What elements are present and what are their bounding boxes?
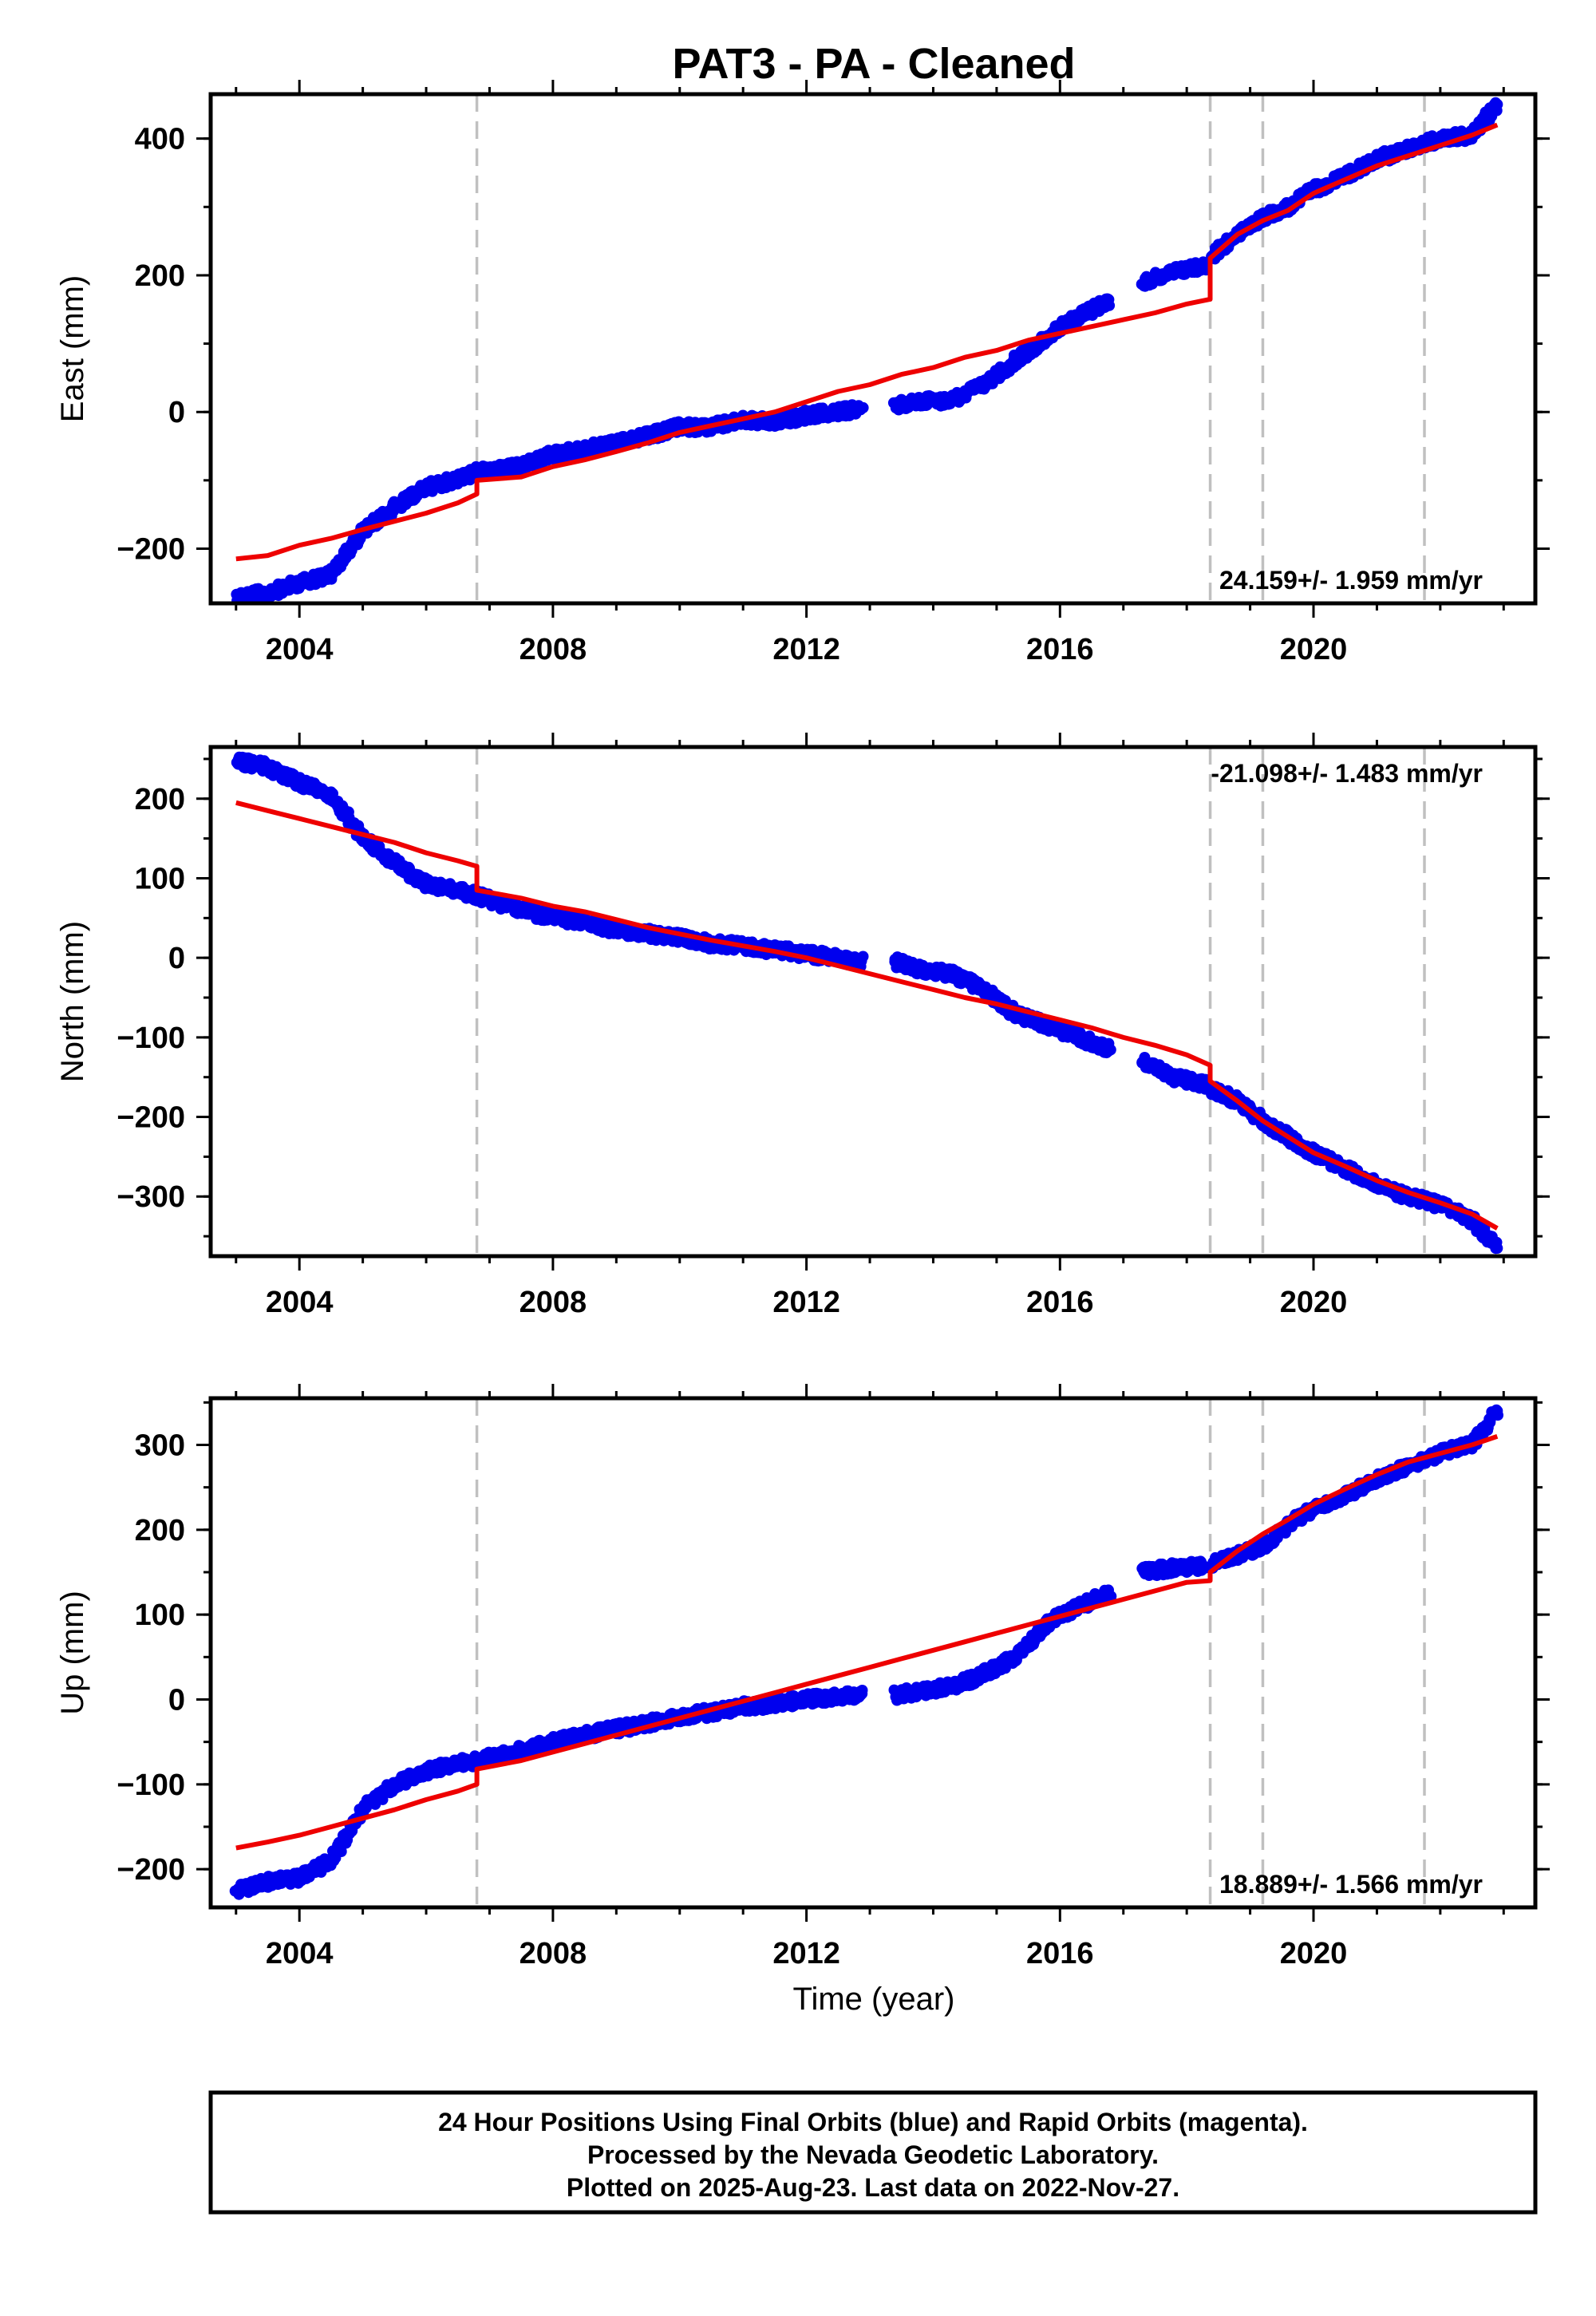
north-x-tick-label: 2012 [772, 1286, 840, 1319]
north-y-tick-label: −100 [117, 1022, 185, 1055]
east-plot-area [231, 97, 1503, 603]
north-plot-area [231, 751, 1503, 1255]
north-y-tick-label: 0 [168, 942, 185, 975]
north-data-point [1104, 1044, 1116, 1056]
north-data-point [856, 951, 868, 963]
east-x-tick-label: 2008 [519, 633, 587, 666]
east-data-point [857, 401, 869, 413]
east-model-line [235, 122, 1499, 562]
east-y-tick-label: −200 [117, 532, 185, 566]
north-velocity-label: -21.098+/- 1.483 mm/yr [1211, 759, 1483, 788]
east-y-tick-label: 400 [135, 123, 185, 156]
north-final-orbit-points [231, 751, 1503, 1255]
north-x-tick-label: 2008 [519, 1286, 587, 1319]
east-x-tick-label: 2016 [1026, 633, 1094, 666]
figure-title: PAT3 - PA - Cleaned [672, 40, 1075, 88]
up-data-point [856, 1688, 868, 1700]
east-final-orbit-points [231, 97, 1503, 603]
east-velocity-label: 24.159+/- 1.959 mm/yr [1219, 566, 1483, 595]
north-x-tick-label: 2016 [1026, 1286, 1094, 1319]
east-y-axis-label: East (mm) [55, 275, 90, 422]
up-panel: 2004 2008 2012 2016 2020−200−1000100200300Up… [55, 1384, 1550, 1970]
north-model-line [235, 800, 1499, 1231]
north-y-tick-label: −200 [117, 1101, 185, 1135]
east-x-tick-label: 2020 [1280, 633, 1348, 666]
north-y-tick-label: −300 [117, 1180, 185, 1214]
north-panel: 2004 2008 2012 2016 2020 −300 −200 −100 0 100 200 N… [55, 733, 1550, 1319]
east-y-tick-label: 200 [135, 259, 185, 293]
up-data-point [1105, 1591, 1117, 1603]
east-x-tick-label: 2012 [772, 633, 840, 666]
east-data-point [1491, 98, 1503, 110]
north-y-tick-label: 200 [135, 783, 185, 816]
north-frame [208, 745, 1538, 1259]
east-x-tick-label: 2004 [266, 633, 334, 666]
north-y-axis-label: North (mm) [55, 921, 90, 1082]
east-data-point [1103, 294, 1115, 306]
east-panel: 2004 2008 2012 2016 2020 −200 0 200 400 East (mm)… [55, 80, 1550, 666]
north-x-tick-label: 2020 [1280, 1286, 1348, 1319]
north-data-point [1491, 1243, 1503, 1255]
north-x-tick-label: 2004 [266, 1286, 334, 1319]
east-frame [208, 92, 1538, 606]
up-plot-area [229, 1404, 1503, 1900]
up-final-orbit-points [229, 1404, 1503, 1900]
east-y-tick-label: 0 [168, 396, 185, 429]
north-y-tick-label: 100 [135, 862, 185, 895]
